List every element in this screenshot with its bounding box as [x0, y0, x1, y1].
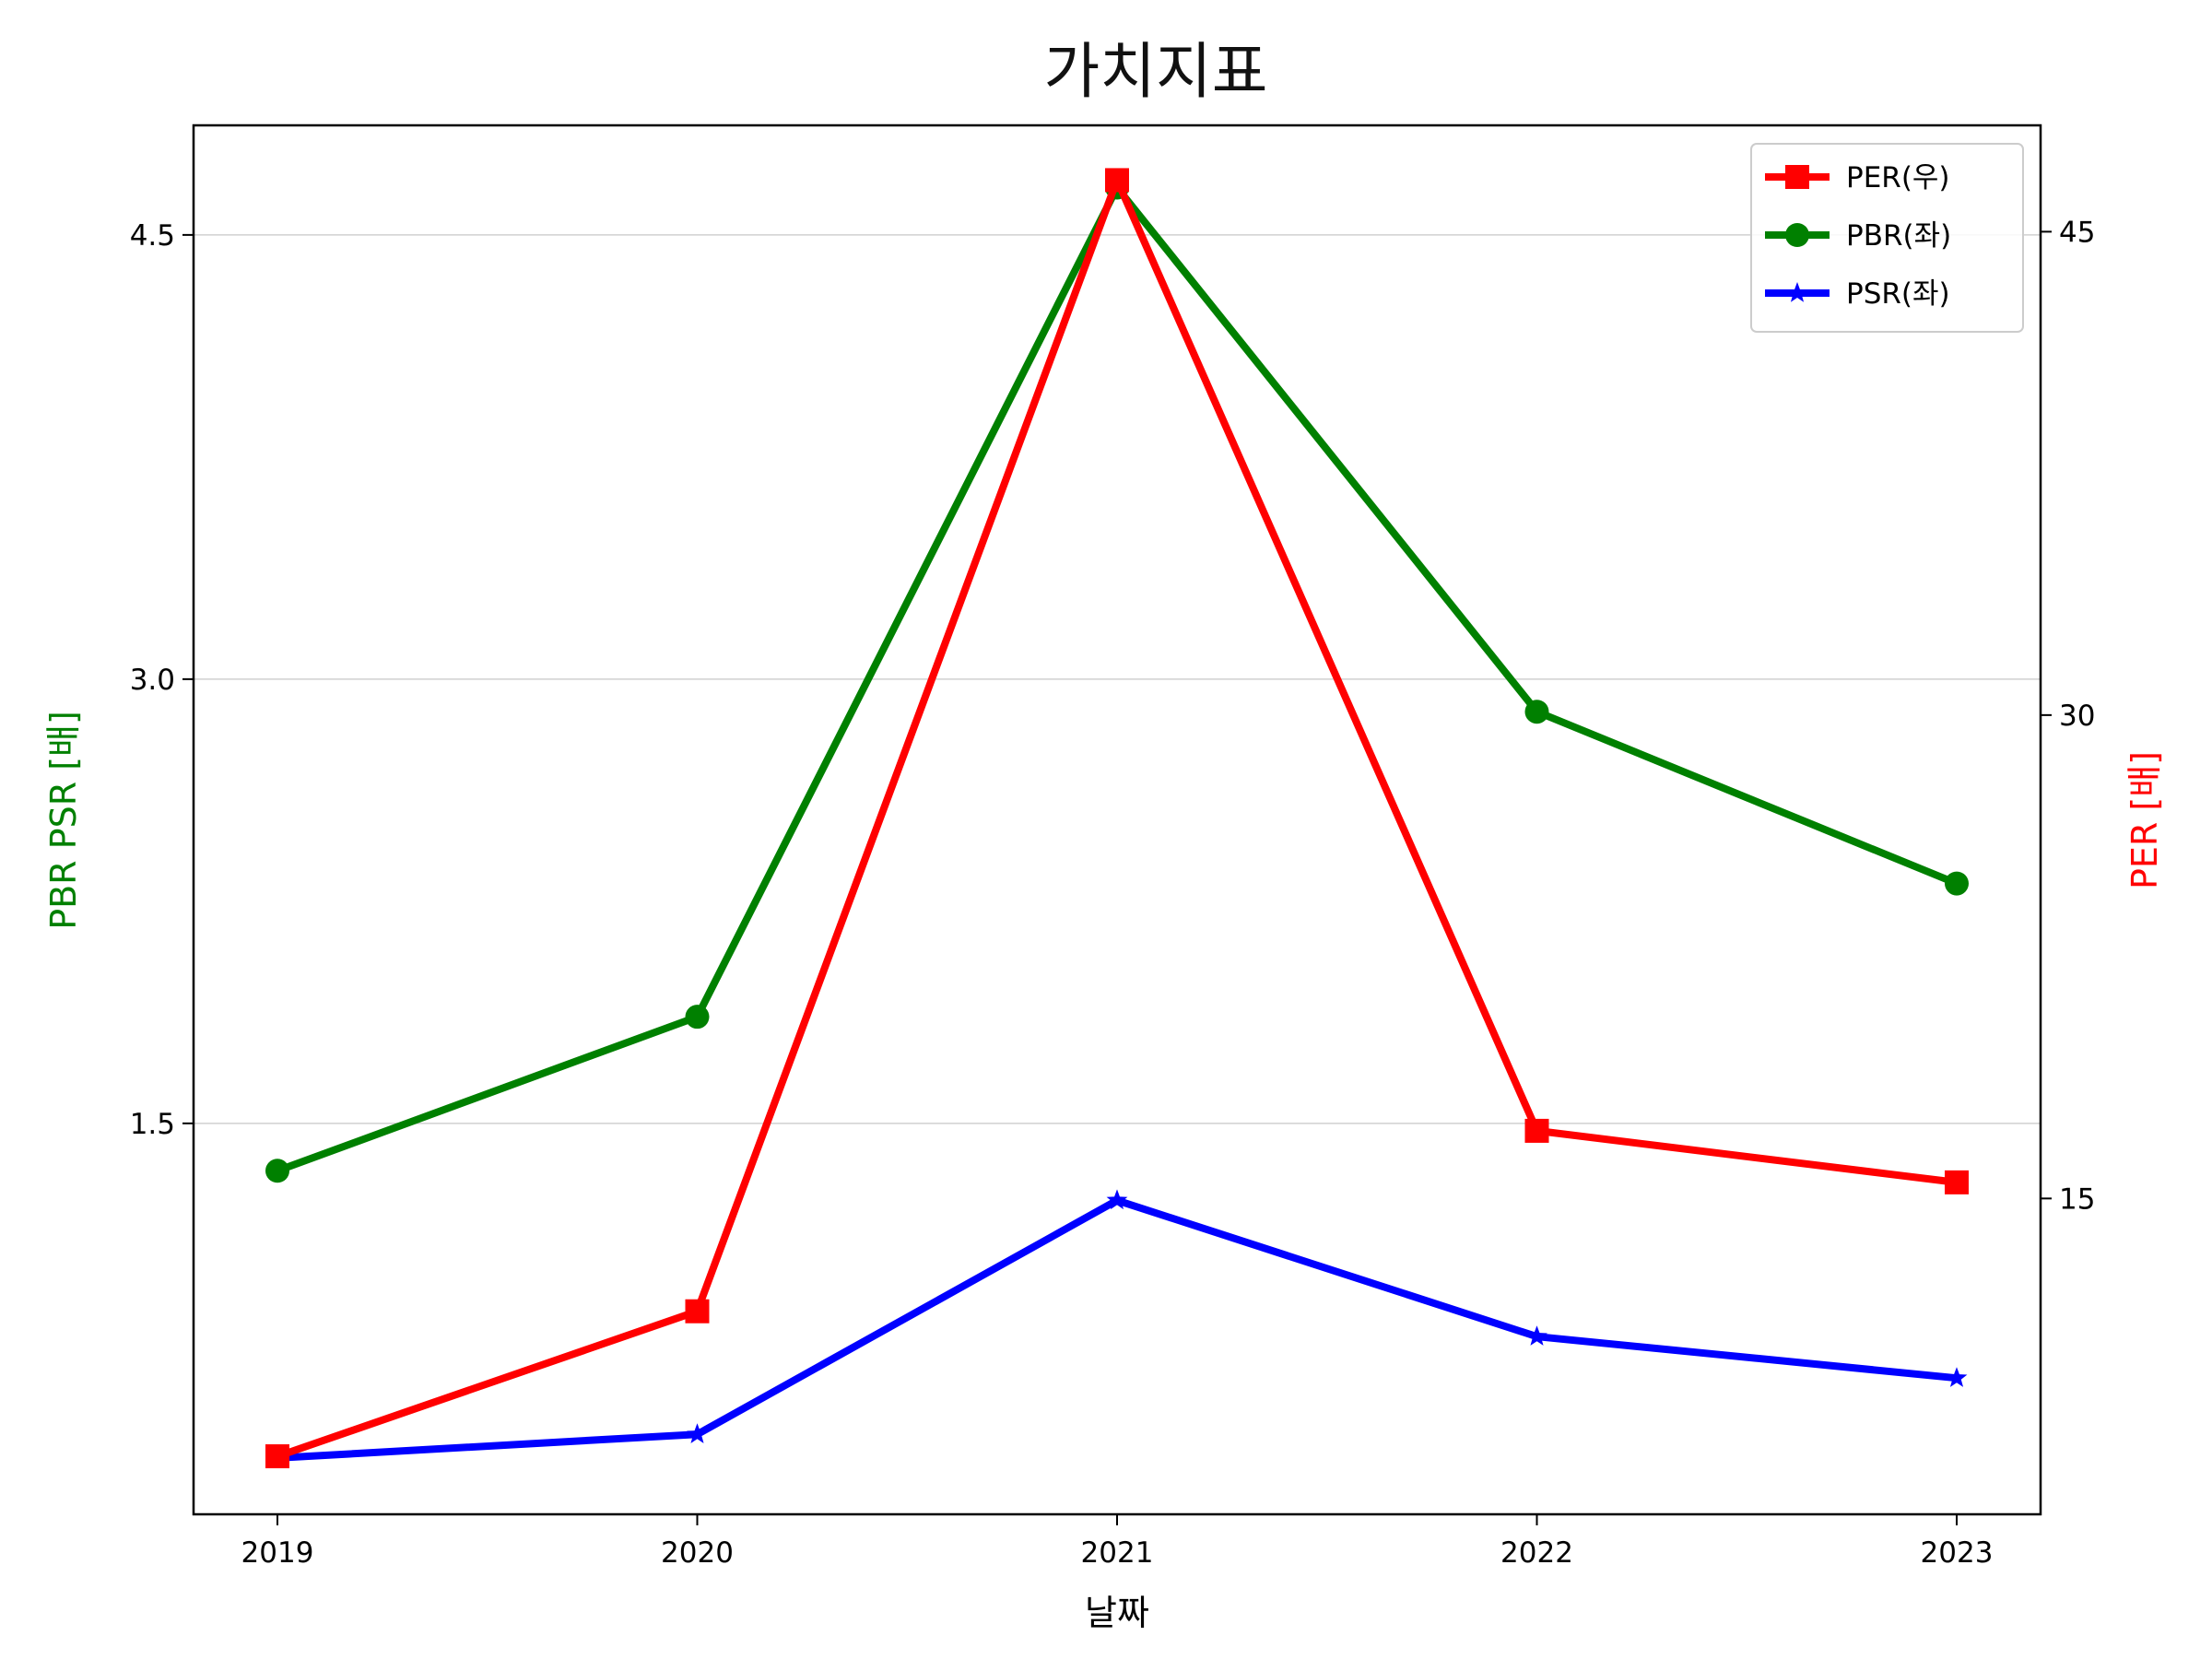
right-axis-ticks: 15 30 45	[2041, 216, 2095, 1216]
right-tick-label: 45	[2059, 216, 2095, 249]
legend: PER(우) PBR(좌) PSR(좌)	[1750, 143, 2024, 333]
chart-title: 가치지표	[1044, 36, 1268, 107]
legend-entry: PER(우)	[1765, 161, 1950, 194]
series-line	[276, 176, 1958, 1460]
legend-label: PBR(좌)	[1846, 219, 1951, 253]
legend-box	[1750, 143, 2024, 333]
legend-marker	[1785, 223, 1809, 247]
data-point	[1945, 1170, 1969, 1194]
x-tick-label: 2023	[1921, 1536, 1994, 1570]
data-point	[265, 1159, 289, 1183]
data-point	[1106, 1189, 1128, 1210]
x-tick-label: 2020	[661, 1536, 734, 1570]
data-point	[685, 1299, 710, 1324]
x-tick-label: 2019	[241, 1536, 314, 1570]
data-point	[1524, 1118, 1549, 1143]
data-point	[1105, 168, 1129, 193]
left-tick-label: 4.5	[130, 219, 175, 253]
right-y-axis-label: PER [배]	[2124, 751, 2165, 889]
series-lines	[265, 168, 1969, 1469]
data-point	[685, 1005, 710, 1030]
left-tick-label: 1.5	[130, 1108, 175, 1141]
legend-label: PSR(좌)	[1846, 277, 1950, 311]
data-point	[1526, 1325, 1547, 1346]
grid-lines	[194, 234, 2041, 1124]
legend-entry: PSR(좌)	[1765, 277, 1950, 311]
series-line	[276, 1196, 1958, 1462]
legend-marker	[1786, 282, 1808, 302]
data-point	[1945, 871, 1969, 896]
series-PER(우)	[265, 168, 1969, 1469]
data-point	[265, 1444, 289, 1469]
x-tick-label: 2021	[1081, 1536, 1154, 1570]
data-point	[1946, 1367, 1968, 1387]
left-y-axis-label: PBR PSR [배]	[43, 711, 84, 930]
legend-label: PER(우)	[1846, 161, 1950, 194]
right-tick-label: 30	[2059, 700, 2095, 733]
x-axis-ticks: 2019 2020 2021 2022 2023	[241, 1514, 1994, 1570]
x-axis-label: 날짜	[1085, 1593, 1149, 1633]
data-point	[1524, 700, 1549, 724]
right-tick-label: 15	[2059, 1182, 2095, 1216]
legend-entry: PBR(좌)	[1765, 219, 1951, 253]
x-tick-label: 2022	[1500, 1536, 1573, 1570]
data-point	[687, 1423, 708, 1443]
legend-marker	[1785, 165, 1809, 189]
series-PSR(좌)	[266, 1189, 1968, 1467]
left-axis-ticks: 1.5 3.0 4.5	[130, 219, 194, 1141]
left-tick-label: 3.0	[130, 664, 175, 697]
plot-frame	[192, 124, 2042, 1516]
